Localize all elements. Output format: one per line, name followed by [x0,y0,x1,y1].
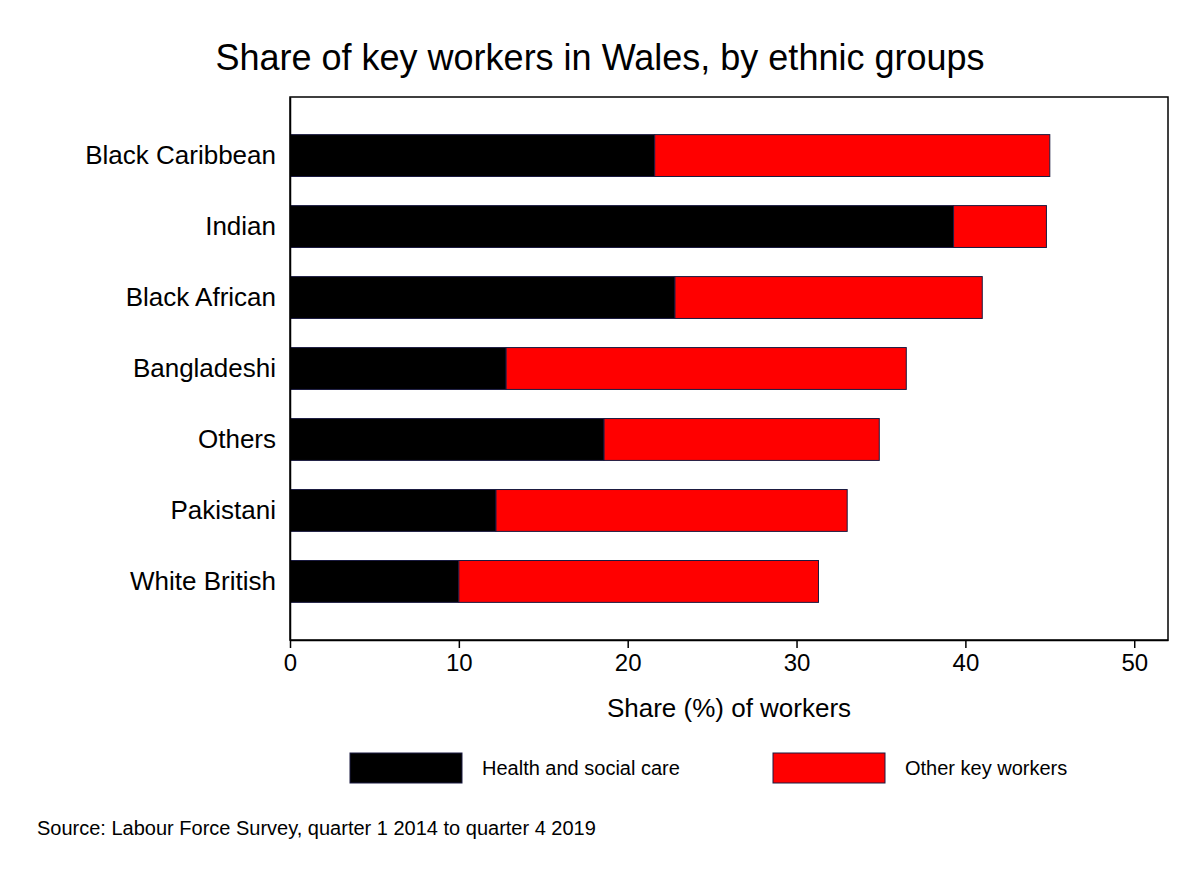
bar [290,277,675,319]
y-tick: Others [198,424,276,454]
series [290,135,954,603]
x-tick-mark [627,640,629,648]
x-tick: 30 [784,640,811,676]
y-tick: Indian [205,211,276,241]
x-tick-label: 0 [284,649,297,676]
category-label: Pakistani [171,495,277,525]
x-tick: 40 [953,640,980,676]
title: Share of key workers in Wales, by ethnic… [215,37,984,78]
category-label: Black African [126,282,276,312]
x-axis-title: Share (%) of workers [607,693,851,723]
x-tick: 20 [615,640,642,676]
category-label: Black Caribbean [85,140,276,170]
category-label: Others [198,424,276,454]
bar [655,135,1050,177]
x-axis: 0 10 20 30 40 50 [284,640,1169,676]
x-tick-mark [290,640,292,648]
plot-frame [290,97,1168,640]
bar [290,206,954,248]
legend-swatch [773,753,885,783]
x-tick-label: 50 [1121,649,1148,676]
bar [496,490,847,532]
bar [290,561,459,603]
x-tick-label: 40 [953,649,980,676]
x-tick: 50 [1121,640,1148,676]
y-tick: Black Caribbean [85,140,276,170]
x-tick-mark [965,640,967,648]
legend-label: Health and social care [482,757,680,779]
bar [675,277,982,319]
x-tick: 0 [284,640,297,676]
bar [604,419,879,461]
bar [290,135,655,177]
x-axis-line [291,640,1169,642]
y-tick: Bangladeshi [133,353,276,383]
category-label: Bangladeshi [133,353,276,383]
bar [459,561,819,603]
category-label: Indian [205,211,276,241]
bar [290,419,604,461]
legend-label: Other key workers [905,757,1067,779]
y-axis: Black Caribbean Indian Black African Bangla… [85,98,290,641]
chart: Share of key workers in Wales, by ethnic… [0,0,1200,873]
bar [954,206,1047,248]
y-tick: Pakistani [171,495,277,525]
bar [506,348,906,390]
y-axis-line [290,98,292,641]
bar [290,348,506,390]
x-tick-mark [459,640,461,648]
x-tick-label: 30 [784,649,811,676]
bars [290,135,1050,603]
x-tick: 10 [446,640,473,676]
x-tick-mark [796,640,798,648]
caption: Source: Labour Force Survey, quarter 1 2… [37,817,596,839]
legend-item: Health and social care [350,753,680,783]
x-tick-label: 10 [446,649,473,676]
x-tick-label: 20 [615,649,642,676]
x-tick-mark [1134,640,1136,648]
series [459,135,1050,603]
legend-swatch [350,753,462,783]
legend-item: Other key workers [773,753,1067,783]
legend: Health and social care Other key workers [350,753,1067,783]
bar [290,490,496,532]
y-tick: Black African [126,282,276,312]
y-tick: White British [130,566,276,596]
category-label: White British [130,566,276,596]
